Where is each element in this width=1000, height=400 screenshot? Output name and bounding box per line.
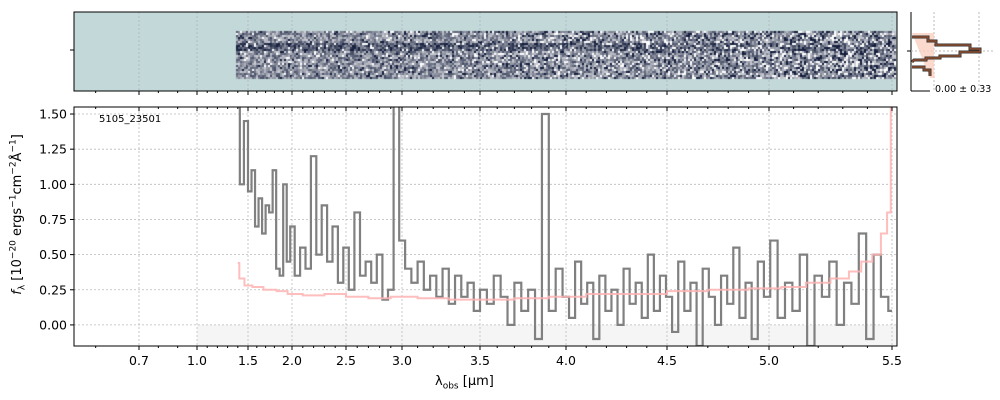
x-label-sub: obs — [442, 381, 459, 392]
y-tick-label: 1.00 — [39, 177, 67, 192]
series-group — [237, 107, 892, 346]
y-tick-label: 0.00 — [39, 317, 67, 332]
x-tick-label: 1.5 — [238, 353, 258, 368]
model-histogram — [912, 33, 935, 78]
x-tick-label: 1.0 — [187, 353, 207, 368]
y-tick-label: 0.25 — [39, 282, 67, 297]
residual-histogram — [911, 36, 981, 76]
model-flux-line — [237, 107, 892, 301]
2d-spectrum-image — [74, 12, 897, 91]
x-label-lambda: λ — [435, 374, 443, 389]
x-tick-label: 4.0 — [556, 353, 576, 368]
x-tick-label: 3.0 — [392, 353, 412, 368]
residual-stat-label: 0.00 ± 0.33 — [935, 84, 992, 95]
x-tick-label: 2.5 — [336, 353, 356, 368]
y-label-part: cm — [9, 174, 25, 195]
y-label-exp: −20 — [8, 240, 19, 260]
observed-flux-line — [238, 107, 892, 346]
x-tick-label: 5.0 — [759, 353, 779, 368]
x-tick-label: 0.7 — [129, 353, 149, 368]
y-tick-label: 0.50 — [39, 247, 67, 262]
object-label: 5105_23501 — [99, 114, 162, 125]
y-label-exp: −1 — [8, 139, 19, 153]
negative-flux-region — [197, 324, 897, 346]
top-panel-frame — [73, 11, 898, 92]
x-tick-label: 4.5 — [657, 353, 677, 368]
y-label-fsub: λ — [17, 284, 28, 291]
x-axis-label: λobs [μm] — [435, 374, 494, 392]
y-axis-label: fλ [10−20 ergs−1cm−2Å−1] — [9, 104, 28, 324]
main-plot-frame — [73, 106, 898, 347]
x-tick-label: 2.0 — [282, 353, 302, 368]
y-tick-label: 0.75 — [39, 212, 67, 227]
y-tick-label: 1.50 — [39, 107, 67, 122]
y-label-exp: −1 — [8, 194, 19, 208]
y-label-part: ] — [9, 134, 25, 140]
y-label-part: ergs — [9, 207, 25, 241]
x-tick-label: 5.5 — [882, 353, 902, 368]
y-label-exp: −2 — [8, 161, 19, 175]
y-label-part: Å — [9, 152, 25, 162]
x-tick-label: 3.5 — [470, 353, 490, 368]
x-label-unit: [μm] — [458, 374, 494, 389]
y-tick-label: 1.25 — [39, 142, 67, 157]
y-label-f: f — [9, 290, 25, 295]
y-label-part: [10 — [9, 259, 25, 285]
